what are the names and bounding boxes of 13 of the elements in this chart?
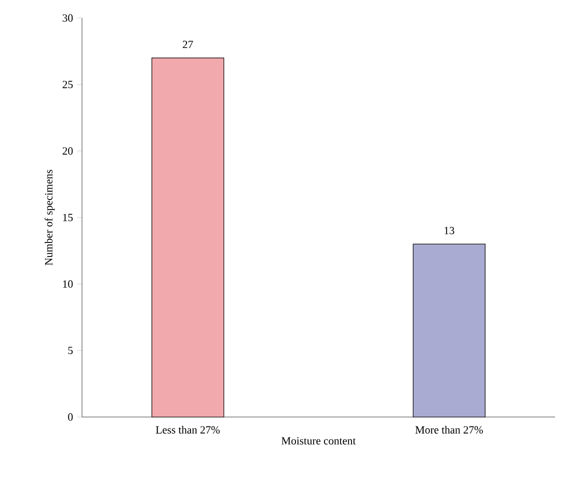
- data-label: 27: [182, 40, 193, 48]
- y-tick-label: 5: [68, 346, 73, 354]
- y-tick-label: 10: [63, 280, 73, 288]
- y-axis-title: Number of specimens: [44, 170, 55, 266]
- x-tick-label: Less than 27%: [156, 426, 220, 434]
- y-tick-label: 20: [62, 147, 73, 155]
- x-axis-title: Moisture content: [282, 437, 356, 444]
- y-tick-label: 0: [68, 413, 73, 421]
- y-tick-label: 30: [62, 14, 73, 22]
- y-tick-label: 15: [63, 214, 73, 222]
- y-tick-label: 25: [62, 80, 73, 88]
- data-label: 13: [444, 226, 454, 234]
- x-tick-label: More than 27%: [415, 426, 483, 434]
